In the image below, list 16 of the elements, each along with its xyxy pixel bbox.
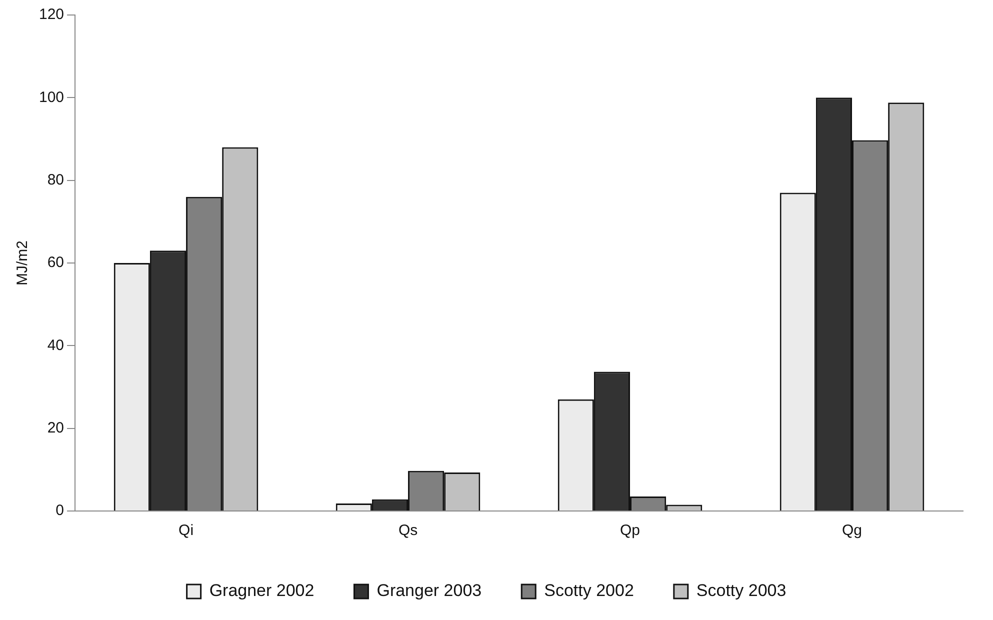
x-tick-label: Qs xyxy=(398,522,418,540)
legend-label: Scotty 2003 xyxy=(696,581,786,600)
legend-label: Scotty 2002 xyxy=(544,581,634,600)
y-tick-label: 100 xyxy=(38,88,64,106)
y-tick-label: 20 xyxy=(47,419,64,436)
x-tick-label: Qg xyxy=(842,522,862,540)
x-tick-label: Qp xyxy=(620,522,640,540)
legend-label: Granger 2003 xyxy=(376,581,482,600)
y-tick-label: 40 xyxy=(47,336,64,354)
legend-label: Gragner 2002 xyxy=(209,581,314,600)
y-axis-title: MJ/m2 xyxy=(14,240,32,286)
y-tick-label: 60 xyxy=(47,254,64,272)
y-tick-label: 0 xyxy=(56,502,64,520)
y-tick-label: 80 xyxy=(47,171,64,188)
y-tick-label: 120 xyxy=(38,6,64,24)
x-tick-label: Qi xyxy=(178,522,194,540)
